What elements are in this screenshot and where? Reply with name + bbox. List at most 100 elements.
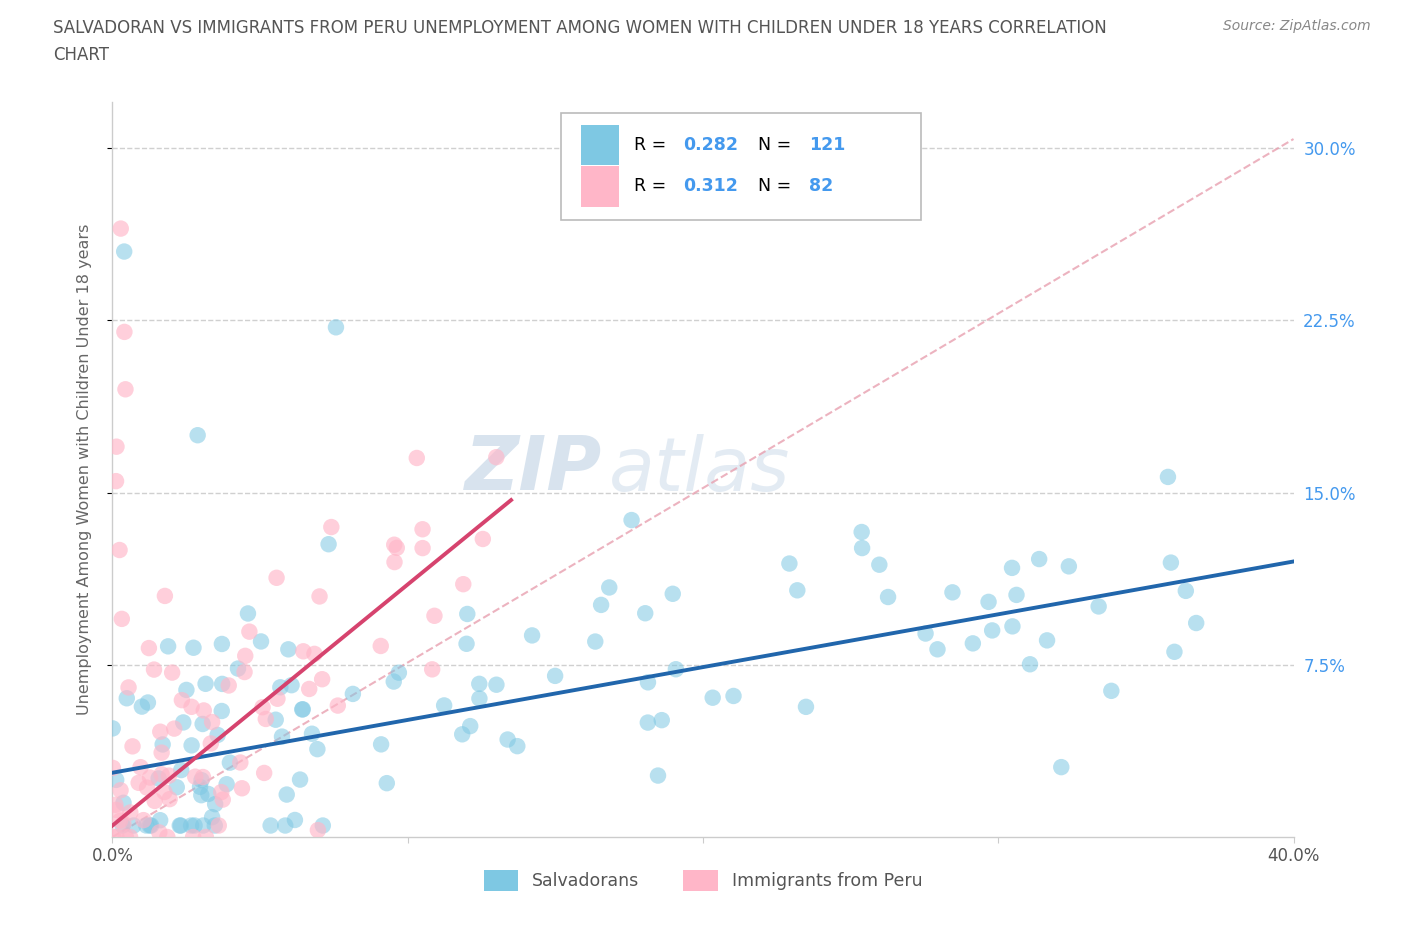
Point <box>254 711 277 726</box>
Point <box>451 727 474 742</box>
Text: 82: 82 <box>810 178 834 195</box>
Point <box>786 583 808 598</box>
Point <box>187 428 209 443</box>
Point <box>105 830 128 844</box>
Point <box>794 699 817 714</box>
Point <box>101 721 124 736</box>
Point <box>131 699 153 714</box>
Point <box>215 777 238 791</box>
Point <box>209 785 232 800</box>
Point <box>269 680 291 695</box>
Point <box>180 699 202 714</box>
Point <box>201 810 224 825</box>
Text: R =: R = <box>634 136 672 153</box>
Point <box>115 830 138 844</box>
FancyBboxPatch shape <box>581 166 619 206</box>
Point <box>382 538 405 552</box>
Point <box>201 714 224 729</box>
Point <box>485 450 508 465</box>
Text: SALVADORAN VS IMMIGRANTS FROM PERU UNEMPLOYMENT AMONG WOMEN WITH CHILDREN UNDER : SALVADORAN VS IMMIGRANTS FROM PERU UNEMP… <box>53 19 1107 36</box>
Point <box>266 691 288 706</box>
Point <box>153 785 176 800</box>
Point <box>877 590 900 604</box>
Point <box>183 818 205 833</box>
Text: N =: N = <box>747 136 796 153</box>
Point <box>271 729 294 744</box>
Point <box>110 783 132 798</box>
Point <box>157 639 180 654</box>
Point <box>456 606 478 621</box>
Point <box>266 570 288 585</box>
Point <box>292 644 315 658</box>
Point <box>598 580 620 595</box>
Point <box>1163 644 1185 659</box>
Point <box>211 636 233 651</box>
Point <box>180 818 202 833</box>
Point <box>190 788 212 803</box>
Point <box>868 557 890 572</box>
Point <box>111 818 134 833</box>
Point <box>139 770 162 785</box>
Point <box>236 606 259 621</box>
Point <box>112 325 135 339</box>
Point <box>485 677 508 692</box>
Point <box>143 662 166 677</box>
Point <box>665 662 688 677</box>
Point <box>231 781 253 796</box>
Point <box>962 636 984 651</box>
Point <box>702 690 724 705</box>
Point <box>583 634 606 649</box>
Point <box>226 661 249 676</box>
Point <box>280 678 302 693</box>
Point <box>277 642 299 657</box>
Point <box>211 676 233 691</box>
Point <box>136 780 159 795</box>
Point <box>291 702 314 717</box>
Point <box>149 813 172 828</box>
Text: 0.312: 0.312 <box>683 178 738 195</box>
Point <box>342 686 364 701</box>
Point <box>1036 633 1059 648</box>
Point <box>458 719 481 734</box>
Point <box>252 699 274 714</box>
Point <box>384 554 406 569</box>
Point <box>520 628 543 643</box>
Point <box>250 634 273 649</box>
Point <box>132 813 155 828</box>
Point <box>136 695 159 710</box>
Point <box>121 739 143 754</box>
Point <box>388 665 411 680</box>
Point <box>977 594 1000 609</box>
Point <box>233 648 256 663</box>
Point <box>208 818 231 833</box>
Point <box>321 520 343 535</box>
Point <box>157 768 180 783</box>
Point <box>104 797 127 812</box>
Point <box>139 818 162 833</box>
Point <box>156 830 179 844</box>
Point <box>1001 619 1024 634</box>
Point <box>105 773 128 788</box>
Point <box>453 577 475 591</box>
FancyBboxPatch shape <box>581 125 619 166</box>
Y-axis label: Unemployment Among Women with Children Under 18 years: Unemployment Among Women with Children U… <box>77 224 91 715</box>
Point <box>159 791 181 806</box>
Point <box>105 803 128 817</box>
Point <box>183 640 205 655</box>
Point <box>1001 561 1024 576</box>
Point <box>170 693 193 708</box>
Point <box>651 712 673 727</box>
Point <box>927 642 949 657</box>
Point <box>218 678 240 693</box>
Point <box>110 221 132 236</box>
Point <box>163 721 186 736</box>
Point <box>238 624 260 639</box>
Point <box>112 795 135 810</box>
Point <box>468 691 491 706</box>
Point <box>135 818 157 833</box>
Text: N =: N = <box>747 178 796 195</box>
Point <box>1028 551 1050 566</box>
Point <box>112 817 135 831</box>
FancyBboxPatch shape <box>561 113 921 219</box>
Point <box>544 669 567 684</box>
